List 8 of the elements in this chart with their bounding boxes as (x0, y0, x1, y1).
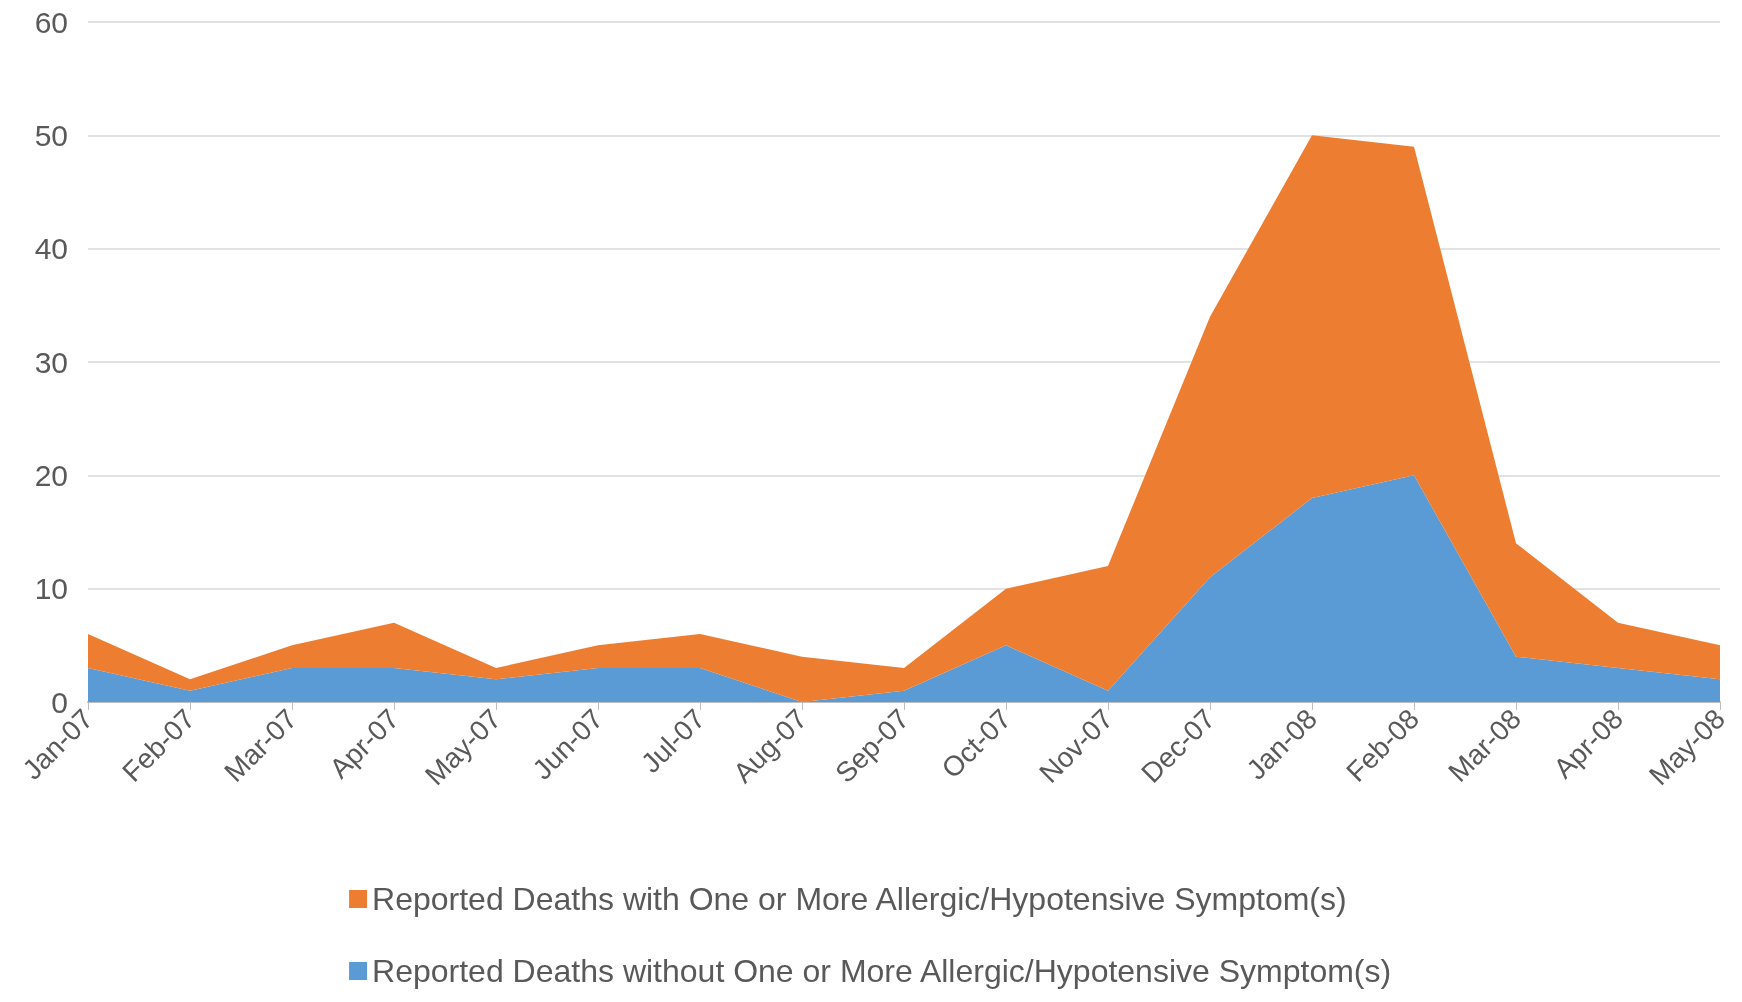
y-tick-label: 30 (34, 345, 68, 379)
legend-label: Reported Deaths with One or More Allergic/Hypotensive Symptom(s) (372, 881, 1347, 917)
y-tick-label: 50 (34, 118, 68, 152)
y-tick-label: 10 (34, 572, 68, 606)
y-tick-label: 60 (34, 5, 68, 39)
y-tick-label: 20 (34, 458, 68, 492)
legend-label: Reported Deaths without One or More Allergic/Hypotensive Symptom(s) (372, 953, 1392, 989)
y-tick-label: 40 (34, 232, 68, 266)
